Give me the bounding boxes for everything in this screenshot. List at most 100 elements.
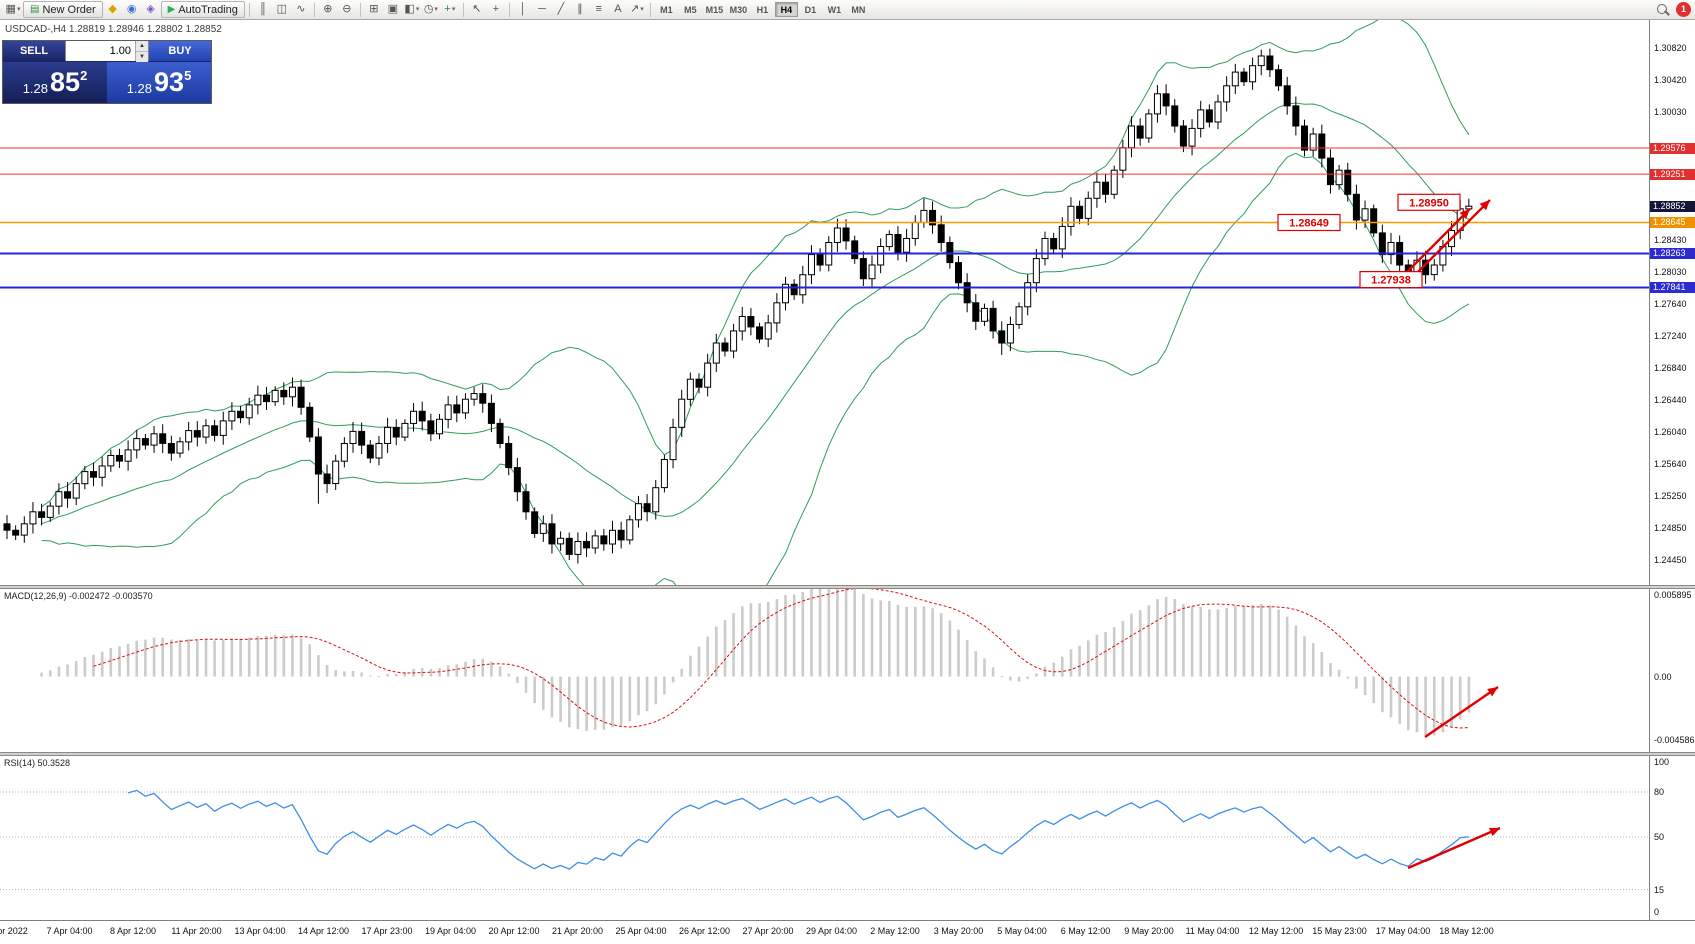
text-label-icon: A bbox=[614, 3, 622, 15]
price-axis[interactable]: 1.30820 1.30420 1.30030 1.28430 1.28030 1.276… bbox=[1649, 20, 1695, 920]
zoom-in-icon[interactable]: ⊕ bbox=[319, 2, 337, 18]
time-label: 19 Apr 04:00 bbox=[424, 926, 477, 936]
time-label: 21 Apr 20:00 bbox=[551, 926, 604, 936]
price-tag: 1.29576 bbox=[1650, 142, 1695, 154]
rsi-label: RSI(14) 50.3528 bbox=[4, 758, 70, 768]
sell-price[interactable]: 1.28 85 2 bbox=[3, 62, 107, 103]
price-tick: 1.30030 bbox=[1654, 106, 1687, 117]
rsi-panel-separator[interactable] bbox=[0, 752, 1695, 756]
scripts-icon: ◈ bbox=[146, 3, 155, 15]
new-order-button[interactable]: ▤ New Order bbox=[23, 1, 103, 18]
candlestick-chart-icon[interactable]: ◫ bbox=[273, 2, 291, 18]
timeframe-m30-button[interactable]: M30 bbox=[729, 5, 748, 15]
bar-chart-icon[interactable]: ║ bbox=[254, 2, 272, 18]
new-chart-icon[interactable]: ▦ ▾ bbox=[4, 2, 22, 18]
price-annotation[interactable]: 1.27938 bbox=[1359, 271, 1423, 289]
timeframe-d1-button[interactable]: D1 bbox=[804, 5, 817, 15]
lot-size-field[interactable]: 1.00 ▲ ▼ bbox=[65, 41, 149, 63]
trade-panel-prices: 1.28 85 2 1.28 93 5 bbox=[3, 62, 211, 103]
trend-arrow[interactable] bbox=[1424, 686, 1499, 738]
crosshair-icon[interactable]: + bbox=[487, 2, 505, 18]
scripts-icon[interactable]: ◈ bbox=[142, 2, 160, 18]
horizontal-line-icon[interactable]: ─ bbox=[533, 2, 551, 18]
notifications-badge[interactable]: 1 bbox=[1676, 2, 1691, 17]
rsi-value: 50.3528 bbox=[37, 758, 71, 768]
sell-button[interactable]: SELL bbox=[3, 41, 65, 61]
rsi-indicator-panel[interactable] bbox=[0, 756, 1649, 920]
arrows-tool-icon[interactable]: ↗ ▾ bbox=[628, 2, 646, 18]
dropdown-caret-icon: ▾ bbox=[640, 6, 644, 13]
rsi-axis-tick: 0 bbox=[1654, 907, 1660, 917]
trend-arrow[interactable] bbox=[1407, 826, 1501, 870]
equidistant-channel-icon[interactable]: ∥ bbox=[571, 2, 589, 18]
toolbar-separator bbox=[462, 2, 464, 17]
vertical-line-icon[interactable]: │ bbox=[514, 2, 532, 18]
time-label: 26 Apr 12:00 bbox=[678, 926, 731, 936]
tile-windows-icon: ⊞ bbox=[369, 3, 379, 15]
time-label: 17 Apr 23:00 bbox=[361, 926, 413, 936]
fibonacci-icon[interactable]: ≡ bbox=[590, 2, 608, 18]
buy-button[interactable]: BUY bbox=[149, 41, 211, 61]
zoom-out-icon[interactable]: ⊖ bbox=[338, 2, 356, 18]
timeframe-m15-button[interactable]: M15 bbox=[705, 5, 724, 15]
main-toolbar: ▦ ▾ ▤ New Order ◆ ◉ ◈ ▶ AutoTrading ║ ◫ ∿ ⊕ ⊖ ⊞ ▣ ◧ ▾ ◷ ▾ + ▾… bbox=[0, 0, 1695, 20]
rsi-axis-tick: 100 bbox=[1654, 757, 1670, 767]
search-icon[interactable] bbox=[1654, 2, 1672, 18]
price-tick: 1.28030 bbox=[1654, 267, 1687, 278]
buy-price[interactable]: 1.28 93 5 bbox=[107, 62, 211, 103]
rsi-axis-tick: 15 bbox=[1654, 884, 1665, 895]
macd-indicator-panel[interactable] bbox=[0, 589, 1649, 752]
toolbar-separator bbox=[248, 2, 250, 17]
buy-price-big: 93 bbox=[154, 67, 185, 97]
new-window-icon[interactable]: ◧ ▾ bbox=[403, 2, 421, 18]
price-tick: 1.30820 bbox=[1654, 43, 1687, 53]
macd-values: -0.002472 -0.003570 bbox=[69, 591, 153, 601]
indicators-icon[interactable]: + ▾ bbox=[441, 2, 459, 18]
rsi-axis-tick: 80 bbox=[1654, 787, 1665, 797]
time-label: 5 May 04:00 bbox=[997, 926, 1047, 936]
timeframe-m5-button[interactable]: M5 bbox=[684, 5, 697, 15]
lot-size-value[interactable]: 1.00 bbox=[109, 45, 131, 57]
time-label: 27 Apr 20:00 bbox=[742, 926, 794, 936]
alerts-icon[interactable]: ◉ bbox=[123, 2, 141, 18]
svg-text:1.27938: 1.27938 bbox=[1371, 275, 1411, 287]
rsi-line bbox=[127, 789, 1469, 870]
trend-arrow[interactable] bbox=[1399, 207, 1471, 280]
tile-windows-icon[interactable]: ⊞ bbox=[365, 2, 383, 18]
price-annotation[interactable]: 1.28950 bbox=[1397, 193, 1461, 211]
time-axis[interactable]: 4 Apr 2022 7 Apr 04:00 8 Apr 12:00 11 Apr 2… bbox=[0, 920, 1695, 944]
svg-text:1.28649: 1.28649 bbox=[1289, 218, 1329, 230]
auto-arrange-icon[interactable]: ▣ bbox=[384, 2, 402, 18]
timeframe-w1-button[interactable]: W1 bbox=[827, 5, 842, 15]
timeframe-h4-button[interactable]: H4 bbox=[774, 2, 798, 17]
autotrading-button[interactable]: ▶ AutoTrading bbox=[160, 1, 245, 18]
time-label: 6 May 12:00 bbox=[1060, 926, 1111, 936]
macd-axis-tick: 0.005895 bbox=[1654, 590, 1692, 600]
main-price-chart[interactable]: 1.28950 1.28649 1.27938 bbox=[0, 20, 1649, 585]
horizontal-level-lines[interactable] bbox=[0, 147, 1649, 289]
price-tick: 1.28430 bbox=[1654, 235, 1687, 246]
macd-panel-separator[interactable] bbox=[0, 585, 1695, 589]
metaeditor-icon[interactable]: ◆ bbox=[104, 2, 122, 18]
svg-text:1.28950: 1.28950 bbox=[1409, 197, 1449, 209]
lot-increase-button[interactable]: ▲ bbox=[136, 41, 148, 52]
trendline-icon: ╱ bbox=[557, 3, 565, 15]
timeframe-mn-button[interactable]: MN bbox=[851, 5, 866, 15]
trend-arrow[interactable] bbox=[1411, 199, 1491, 279]
cursor-icon[interactable]: ↖ bbox=[468, 2, 486, 18]
bar-chart-icon: ║ bbox=[258, 3, 267, 15]
toolbar-separator bbox=[359, 2, 361, 17]
price-tick: 1.26840 bbox=[1654, 362, 1687, 373]
timeframe-m1-button[interactable]: M1 bbox=[660, 5, 673, 15]
line-chart-icon[interactable]: ∿ bbox=[292, 2, 310, 18]
macd-label: MACD(12,26,9) -0.002472 -0.003570 bbox=[4, 591, 153, 601]
profiles-icon[interactable]: ◷ ▾ bbox=[422, 2, 440, 18]
price-tag: 1.28263 bbox=[1650, 248, 1695, 259]
time-label: 15 May 23:00 bbox=[1312, 926, 1367, 936]
timeframe-h1-button[interactable]: H1 bbox=[756, 5, 769, 15]
trendline-icon[interactable]: ╱ bbox=[552, 2, 570, 18]
text-label-icon[interactable]: A bbox=[609, 2, 627, 18]
time-label: 4 Apr 2022 bbox=[0, 926, 28, 936]
price-annotation[interactable]: 1.28649 bbox=[1277, 213, 1341, 232]
